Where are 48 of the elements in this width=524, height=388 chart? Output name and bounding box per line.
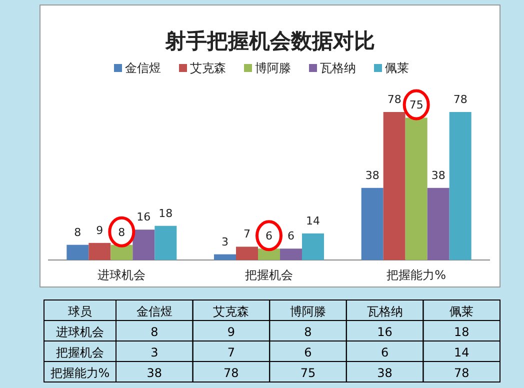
data-label: 6 [266,230,272,243]
data-label: 6 [380,346,389,360]
data-label: 18 [454,325,470,339]
data-label: 38 [365,168,380,182]
data-label: 16 [136,210,151,224]
legend-label: 金信煜 [125,61,161,75]
x-tick-label: 金信煜 [136,304,172,318]
y-tick-label: 进球机会 [56,325,104,339]
x-tick-label: 艾克森 [213,304,250,318]
data-label: 78 [387,93,402,106]
data-label: 8 [304,325,312,339]
legend-label: 艾克森 [190,61,226,75]
data-label: 9 [96,224,104,237]
y-tick-label: 把握能力% [50,366,110,380]
x-tick-label: 把握机会 [245,268,293,282]
data-label: 78 [453,93,468,106]
data-label: 7 [227,346,236,360]
data-label: 14 [454,346,470,360]
y-tick-label: 把握机会 [56,346,104,360]
x-tick-label: 佩莱 [450,304,474,318]
data-label: 38 [377,366,392,380]
chart-title: 射手把握机会数据对比 [164,29,375,53]
data-label: 16 [377,325,392,339]
data-label: 14 [306,214,320,228]
data-label: 18 [158,206,173,220]
data-label: 78 [454,366,470,380]
legend-label: 瓦格纳 [320,61,356,75]
legend-label: 佩莱 [385,61,409,75]
x-tick-label: 把握能力% [386,268,446,282]
legend-label: 博阿滕 [255,61,291,75]
data-label: 8 [150,325,158,339]
x-tick-label: 博阿滕 [290,304,326,318]
data-label: 7 [244,228,250,241]
data-label: 3 [222,235,228,248]
data-label: 3 [150,346,158,360]
data-label: 78 [224,366,239,380]
data-label: 38 [146,366,162,380]
x-tick-label: 进球机会 [98,268,146,282]
data-label: 75 [409,98,424,112]
data-label: 8 [74,226,82,239]
text: 球员 [68,304,92,318]
data-label: 6 [288,230,294,243]
data-label: 6 [304,346,312,360]
data-label: 9 [227,325,236,339]
x-tick-label: 瓦格纳 [366,304,403,318]
data-label: 75 [300,366,316,380]
data-label: 38 [431,168,446,182]
data-label: 8 [118,226,126,239]
